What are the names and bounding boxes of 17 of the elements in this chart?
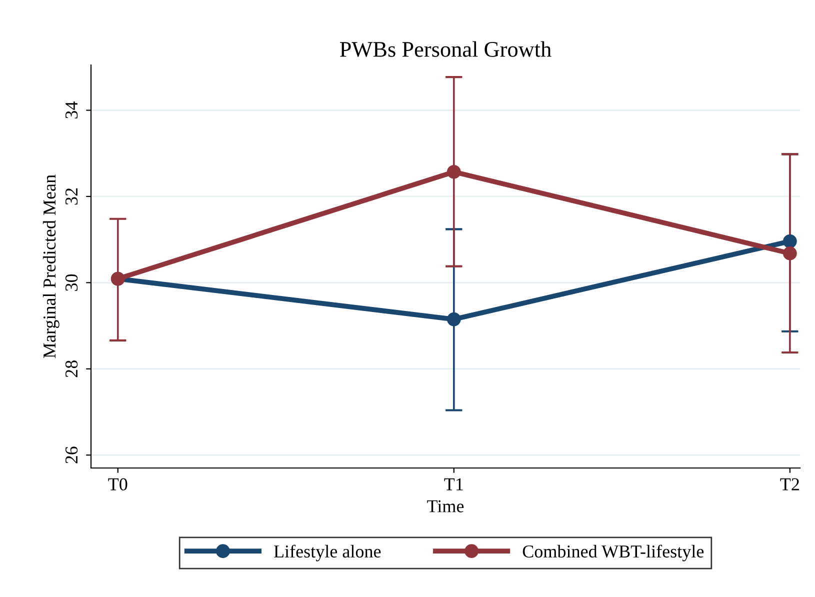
x-axis-title: Time [427,500,464,512]
chart-title: PWBs Personal Growth [340,41,552,58]
point [782,246,797,260]
y-tick-label: 34 [65,102,78,118]
y-tick-label: 28 [65,360,78,378]
x-tick-label: T2 [780,478,799,490]
legend-label: Lifestyle alone [274,544,381,562]
y-tick-label: 32 [65,188,78,205]
point [446,312,461,326]
point [446,164,461,179]
legend-label: Combined WBT-lifestyle [522,544,704,562]
y-axis-title: Marginal Predicted Mean [42,174,60,358]
y-tick-label: 30 [65,274,78,291]
y-tick-label: 26 [65,446,78,464]
point [782,234,797,248]
x-tick-label: T1 [444,478,463,490]
x-tick-label: T0 [108,478,128,490]
